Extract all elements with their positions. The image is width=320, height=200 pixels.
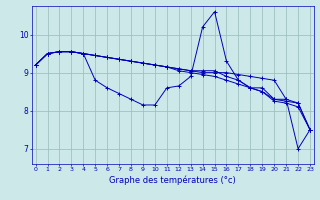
X-axis label: Graphe des températures (°c): Graphe des températures (°c) <box>109 175 236 185</box>
